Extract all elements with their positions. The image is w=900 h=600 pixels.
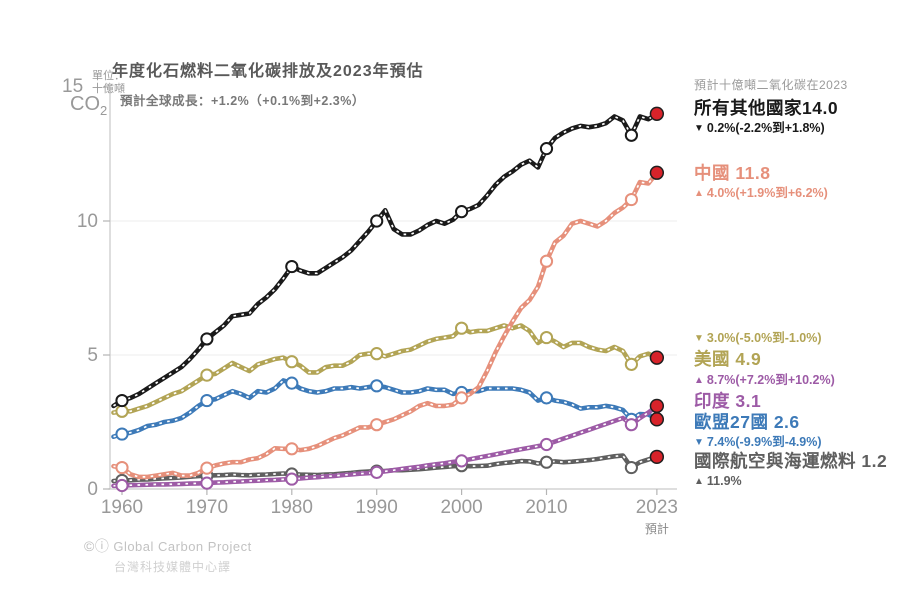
legend-change-others: ▼ 0.2%(-2.2%到+1.8%) (694, 121, 825, 135)
trend-down-icon: ▼ (694, 123, 704, 134)
legend-label-others: 所有其他國家14.0 (694, 98, 839, 118)
legend-change-india: ▲ 8.7%(+7.2%到+10.2%) (694, 373, 835, 387)
legend-label-india: 印度 3.1 (694, 391, 762, 411)
legend-header: 預計十億噸二氧化碳在2023 (694, 78, 848, 92)
chart-subtitle: 預計全球成長：+1.2%（+0.1%到+2.3%） (120, 94, 365, 108)
legend-label-eu27: 歐盟27國 2.6 (694, 412, 800, 432)
legend-item-india: ▲ 8.7%(+7.2%到+10.2%) 印度 3.1 (694, 372, 835, 413)
legend-label-china: 中國 11.8 (694, 163, 771, 183)
trend-down-icon: ▼ (694, 437, 704, 448)
source-credit: ©ⓘ Global Carbon Project (84, 538, 252, 554)
legend-item-usa: ▼ 3.0%(-5.0%到-1.0%) 美國 4.9 (694, 330, 822, 371)
y-axis-unit-prefix: 單位： (92, 70, 125, 82)
x-tick-label: 1990 (355, 497, 398, 518)
x-tick-label: 2010 (525, 497, 568, 518)
legend-change-eu27: ▼ 7.4%(-9.9%到-4.9%) (694, 435, 822, 449)
y-axis-top-tick-label: 15 (62, 76, 84, 97)
x-tick-label: 1960 (100, 497, 144, 518)
x-tick-label: 2000 (440, 497, 483, 518)
legend-item-eu27: 歐盟27國 2.6 ▼ 7.4%(-9.9%到-4.9%) (694, 411, 822, 452)
legend-label-intl-transport: 國際航空與海運燃料 1.2 (694, 451, 888, 471)
legend-change-intl-transport: ▲ 11.9% (694, 474, 742, 488)
trend-down-icon: ▼ (694, 333, 704, 344)
y-tick-label: 5 (87, 345, 98, 366)
y-tick-label: 10 (76, 211, 98, 232)
translation-credit: 台灣科技媒體中心譯 (114, 560, 232, 574)
legend-item-intl-transport: 國際航空與海運燃料 1.2 ▲ 11.9% (694, 450, 887, 491)
legend-item-china: 中國 11.8 ▲ 4.0%(+1.9%到+6.2%) (694, 162, 828, 203)
x-tick-label: 1970 (185, 497, 229, 518)
y-axis-unit: 十億噸 (92, 83, 125, 95)
x-tick-label: 1980 (270, 497, 313, 518)
legend-change-china: ▲ 4.0%(+1.9%到+6.2%) (694, 186, 828, 200)
x-tick-label: 2023 (635, 497, 678, 518)
chart-title: 年度化石燃料二氧化碳排放及2023年預估 (112, 63, 424, 80)
legend-change-usa: ▼ 3.0%(-5.0%到-1.0%) (694, 331, 822, 345)
y-axis-molecule-label: CO2 (70, 93, 108, 118)
trend-up-icon: ▲ (694, 476, 704, 487)
legend-label-usa: 美國 4.9 (694, 349, 762, 369)
cc-by-license-icon: ©ⓘ (84, 538, 110, 554)
trend-up-icon: ▲ (694, 375, 704, 386)
trend-up-icon: ▲ (694, 188, 704, 199)
y-tick-label: 0 (87, 479, 98, 500)
x-axis-projected-label: 預計 (644, 522, 669, 536)
legend-item-others: 所有其他國家14.0 ▼ 0.2%(-2.2%到+1.8%) (694, 97, 838, 138)
